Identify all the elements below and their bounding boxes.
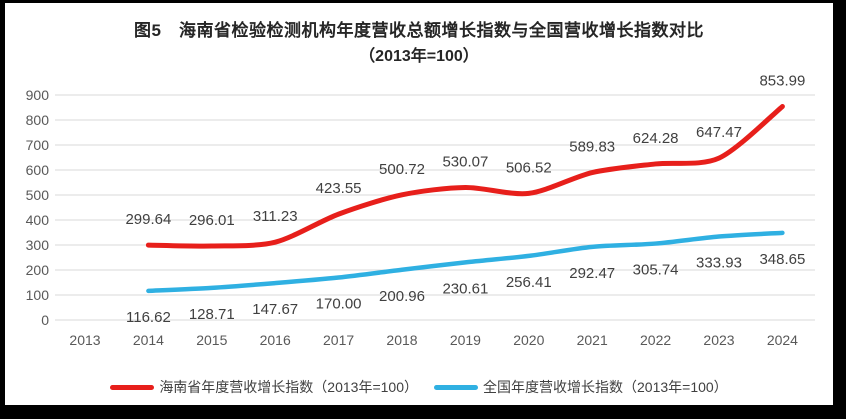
data-label: 647.47 — [696, 124, 742, 141]
legend: 海南省年度营收增长指数（2013年=100） 全国年度营收增长指数（2013年=… — [5, 376, 833, 398]
y-tick-label: 800 — [26, 112, 50, 128]
data-label: 299.64 — [125, 211, 171, 228]
data-label: 589.83 — [569, 139, 615, 156]
y-tick-label: 600 — [26, 162, 50, 178]
x-tick-label: 2019 — [450, 332, 481, 348]
data-label: 624.28 — [633, 130, 679, 147]
legend-swatch-national-line-icon — [434, 384, 478, 390]
data-label: 506.52 — [506, 159, 552, 176]
legend-label-national: 全国年度营收增长指数（2013年=100） — [483, 379, 728, 395]
data-label: 292.47 — [569, 265, 615, 282]
y-tick-label: 400 — [26, 212, 50, 228]
data-label: 530.07 — [442, 153, 488, 170]
y-tick-label: 0 — [41, 312, 49, 328]
chart-subtitle: （2013年=100） — [359, 48, 479, 65]
y-tick-label: 200 — [26, 262, 50, 278]
x-tick-label: 2014 — [133, 332, 164, 348]
x-tick-label: 2020 — [513, 332, 544, 348]
data-label: 116.62 — [126, 309, 171, 326]
data-label: 333.93 — [696, 255, 742, 272]
legend-swatch-hainan-line-icon — [110, 384, 155, 390]
data-label: 853.99 — [759, 73, 805, 90]
data-label: 296.01 — [189, 212, 235, 229]
data-label: 348.65 — [759, 251, 805, 268]
data-label: 500.72 — [379, 161, 425, 178]
x-tick-label: 2021 — [577, 332, 608, 348]
series-line-national — [146, 230, 785, 294]
data-label: 230.61 — [442, 280, 488, 297]
data-label: 305.74 — [633, 262, 679, 279]
series-line-hainan — [145, 104, 785, 249]
y-tick-label: 100 — [26, 287, 50, 303]
data-label: 256.41 — [506, 274, 552, 291]
chart-title: 图5 海南省检验检测机构年度营收总额增长指数与全国营收增长指数对比 — [134, 21, 704, 40]
data-label: 128.71 — [189, 306, 235, 323]
x-tick-label: 2013 — [69, 332, 100, 348]
data-label: 311.23 — [253, 208, 298, 225]
legend-item-national: 全国年度营收增长指数（2013年=100） — [434, 377, 728, 397]
x-tick-label: 2017 — [323, 332, 354, 348]
y-tick-label: 300 — [26, 237, 50, 253]
x-tick-label: 2023 — [703, 332, 734, 348]
chart-panel: 图5 海南省检验检测机构年度营收总额增长指数与全国营收增长指数对比 （2013年… — [5, 3, 833, 405]
x-tick-label: 2015 — [196, 332, 227, 348]
data-label: 170.00 — [316, 296, 362, 313]
x-tick-label: 2024 — [767, 332, 798, 348]
y-tick-label: 500 — [26, 187, 50, 203]
y-tick-label: 700 — [26, 137, 50, 153]
data-label: 147.67 — [252, 301, 298, 318]
legend-item-hainan: 海南省年度营收增长指数（2013年=100） — [110, 377, 418, 397]
data-label: 200.96 — [379, 288, 425, 305]
x-tick-label: 2022 — [640, 332, 671, 348]
y-tick-label: 900 — [26, 87, 50, 103]
x-tick-label: 2016 — [260, 332, 291, 348]
data-label: 423.55 — [316, 180, 362, 197]
x-tick-label: 2018 — [386, 332, 417, 348]
legend-label-hainan: 海南省年度营收增长指数（2013年=100） — [159, 379, 418, 395]
chart-svg: 0 100 200 300 400 500 600 700 800 900 2013 2014 2015… — [26, 73, 815, 348]
